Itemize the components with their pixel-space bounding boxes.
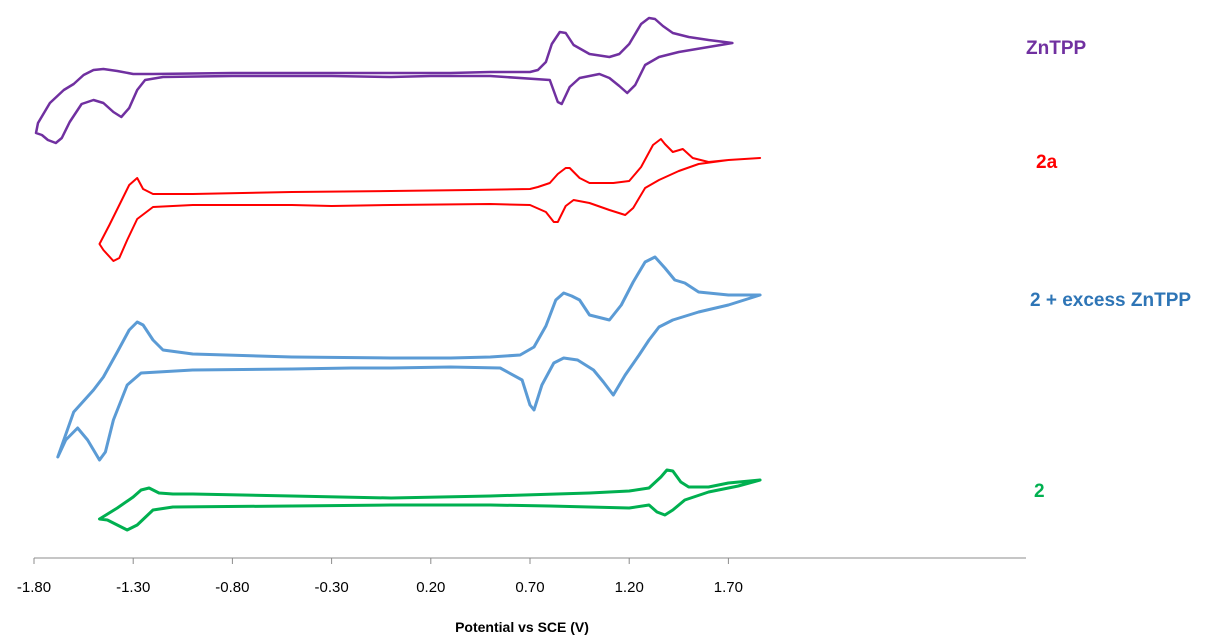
series-label-2a: 2a [1036,152,1058,173]
x-axis-ticks: -1.80 -1.30 -0.80 -0.30 0.20 0.70 1.20 1.70 [17,558,743,596]
x-tick-label: -0.30 [314,579,348,596]
x-axis-title: Potential vs SCE (V) [455,619,589,635]
x-tick-label: 1.70 [714,579,743,596]
x-tick-label: 0.70 [515,579,544,596]
series-line-2 [98,468,762,532]
x-tick-label: 1.20 [615,579,644,596]
series-label-2-excess-zntpp: 2 + excess ZnTPP [1030,290,1191,311]
series-line-zntpp [34,16,734,145]
series-line-2-excess-zntpp [56,255,762,462]
series-label-zntpp: ZnTPP [1026,38,1086,59]
x-tick-label: -0.80 [215,579,249,596]
x-tick-label: 0.20 [416,579,445,596]
series-labels: ZnTPP 2a 2 + excess ZnTPP 2 [1026,38,1191,502]
series-line-2a [98,138,762,262]
x-tick-label: -1.30 [116,579,150,596]
series-label-2: 2 [1034,481,1045,502]
plot-area [34,16,762,532]
x-tick-label: -1.80 [17,579,51,596]
